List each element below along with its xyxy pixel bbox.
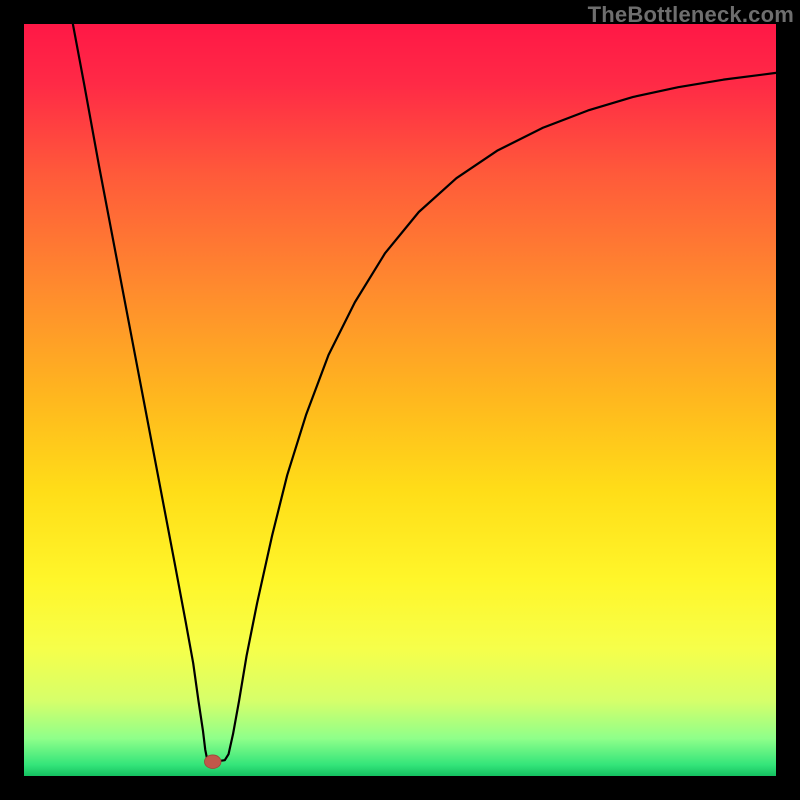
gradient-background [24,24,776,776]
plot-area [24,24,776,776]
watermark-text: TheBottleneck.com [588,2,794,28]
chart-frame: TheBottleneck.com [0,0,800,800]
minimum-marker [204,755,221,769]
chart-svg [24,24,776,776]
